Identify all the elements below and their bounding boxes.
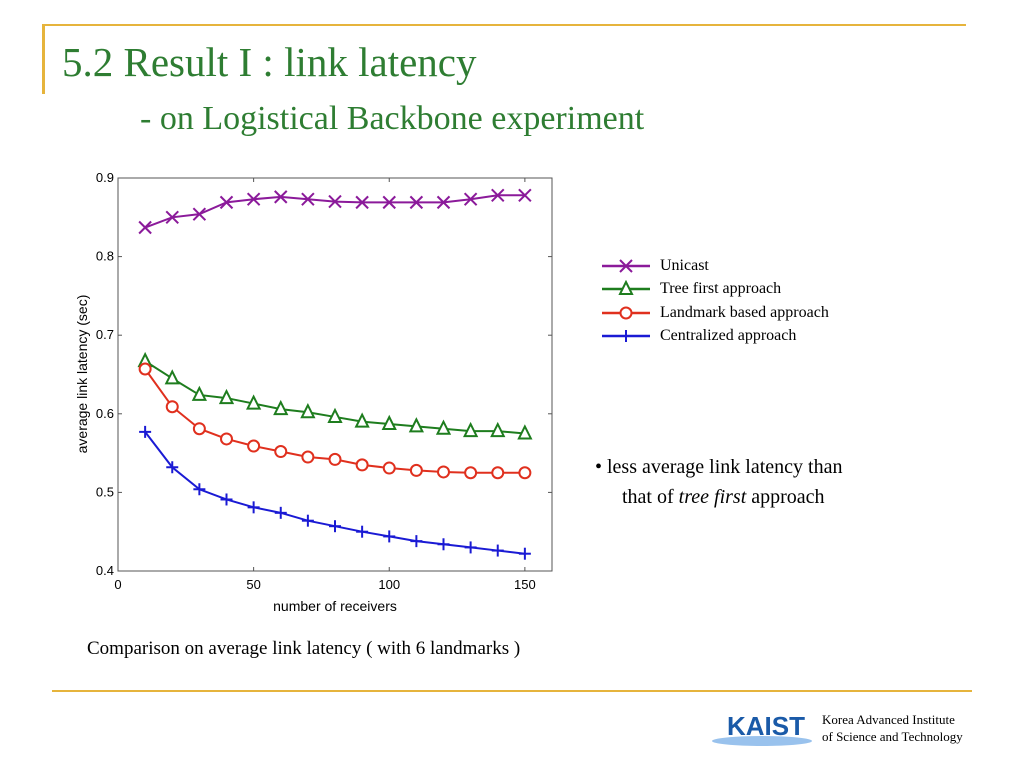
data-point (437, 465, 450, 479)
data-point (490, 421, 506, 438)
data-point (464, 466, 478, 480)
data-point (435, 419, 452, 435)
plot-frame (117, 177, 553, 572)
data-point (247, 439, 261, 453)
y-tick-label: 0.7 (96, 327, 114, 342)
y-tick-label: 0.8 (96, 249, 114, 264)
data-point (355, 458, 369, 472)
data-point (274, 445, 288, 459)
slide-title: 5.2 Result I : link latency (62, 39, 477, 85)
data-point (218, 388, 235, 405)
data-point (382, 195, 396, 210)
y-tick-label: 0.5 (96, 484, 114, 499)
bullet-note: • less average link latency than that of… (595, 452, 842, 512)
frame-left-rule (42, 24, 45, 94)
data-point (165, 210, 179, 225)
data-point (463, 421, 479, 438)
data-point (274, 190, 288, 204)
data-point (138, 220, 152, 235)
legend-marker (619, 259, 633, 273)
legend-item: Landmark based approach (600, 301, 829, 325)
legend-swatch (602, 306, 650, 320)
y-tick-label: 0.4 (96, 563, 114, 578)
x-tick-label: 0 (114, 577, 121, 592)
note-emphasis: tree first (678, 486, 747, 508)
data-point (518, 466, 532, 480)
data-point (246, 394, 262, 410)
legend-item: Unicast (600, 254, 829, 278)
legend-marker (618, 280, 634, 296)
data-point (491, 466, 505, 480)
legend-label: Tree first approach (660, 280, 782, 298)
data-point (219, 195, 234, 210)
data-point (491, 188, 505, 202)
x-tick-label: 150 (514, 577, 536, 592)
institution-line-2: of Science and Technology (822, 729, 963, 744)
legend-label: Unicast (660, 256, 709, 274)
data-point (409, 463, 423, 477)
data-point (517, 424, 533, 440)
chart-caption: Comparison on average link latency ( wit… (87, 638, 521, 659)
note-line-2-post: approach (746, 486, 825, 508)
note-line-1: • less average link latency than (595, 456, 843, 478)
data-point (436, 195, 451, 210)
logo-text: KAIST (727, 711, 805, 741)
data-point (301, 192, 315, 206)
data-point (328, 452, 342, 466)
legend-label: Centralized approach (660, 327, 797, 345)
data-point (191, 385, 207, 401)
x-tick-label: 50 (246, 577, 260, 592)
y-tick-label: 0.6 (96, 406, 114, 421)
series-landmark-based-approach (138, 362, 532, 480)
series-unicast (138, 188, 532, 235)
data-point (381, 414, 397, 431)
data-point (192, 422, 206, 436)
data-point (463, 192, 478, 206)
data-point (354, 412, 370, 428)
data-point (192, 207, 207, 221)
data-point (300, 402, 316, 419)
data-point (138, 362, 152, 376)
legend-swatch (602, 330, 650, 343)
data-point (301, 450, 315, 464)
data-point (165, 400, 179, 414)
legend-item: Tree first approach (600, 278, 829, 302)
institution-name: Korea Advanced Institute of Science and … (822, 711, 963, 745)
series-centralized-approach (139, 425, 531, 560)
slide-subtitle: - on Logistical Backbone experiment (140, 100, 645, 137)
data-point (328, 194, 342, 209)
series-line (144, 431, 525, 555)
data-point (355, 195, 369, 210)
data-point (246, 192, 261, 206)
legend-item: Centralized approach (600, 325, 829, 349)
kaist-logo: KAIST (712, 711, 812, 746)
frame-top-rule (42, 24, 966, 26)
footer-rule (52, 690, 972, 692)
institution-line-1: Korea Advanced Institute (822, 712, 955, 727)
data-point (409, 195, 424, 210)
data-point (164, 369, 180, 385)
legend-swatch (602, 280, 650, 296)
y-axis-label: average link latency (sec) (74, 295, 90, 454)
data-point (382, 461, 396, 475)
data-point (327, 407, 343, 423)
data-point (273, 399, 289, 416)
x-tick-label: 100 (378, 577, 400, 592)
y-tick-label: 0.9 (96, 170, 114, 185)
x-axis-label: number of receivers (273, 598, 397, 614)
data-point (220, 432, 233, 446)
data-point (408, 417, 424, 433)
legend-swatch (602, 259, 650, 273)
chart-legend: Unicast Tree first approach Landmark based… (600, 254, 829, 348)
data-point (518, 188, 532, 202)
legend-marker (619, 306, 633, 320)
note-line-2-pre: that of (622, 486, 679, 508)
note-line-2: that of tree first approach (595, 482, 842, 512)
legend-label: Landmark based approach (660, 303, 829, 321)
